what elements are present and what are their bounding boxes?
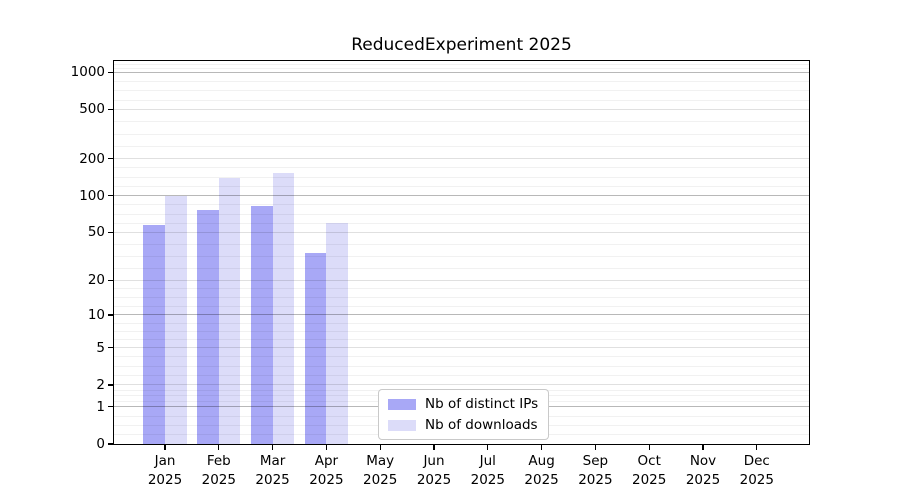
month-year: 2025 (685, 471, 721, 488)
month-name: Dec (743, 453, 770, 469)
x-tick-label-may: May 2025 (348, 452, 412, 489)
x-tick-label-aug: Aug 2025 (510, 452, 574, 489)
y-tick-label-1: 1 (96, 398, 105, 415)
bar-jan-distinct-ips (143, 224, 165, 444)
y-tick-label-20: 20 (87, 272, 105, 289)
y-axis-tickmarks (108, 61, 113, 445)
legend-item-downloads: Nb of downloads (388, 417, 538, 433)
legend-swatch-downloads (388, 419, 416, 431)
x-tickmark (164, 445, 166, 450)
x-tickmark (487, 445, 489, 450)
y-tick-label-100: 100 (79, 187, 105, 204)
month-year: 2025 (470, 471, 505, 488)
x-tick-label-dec: Dec 2025 (725, 452, 789, 489)
month-year: 2025 (255, 471, 290, 488)
x-tickmark (648, 445, 650, 450)
month-year: 2025 (309, 471, 344, 488)
bar-feb-downloads (218, 178, 241, 444)
x-tickmark (433, 445, 435, 450)
legend-item-distinct-ips: Nb of distinct IPs (388, 396, 538, 412)
y-tick-label-1000: 1000 (70, 64, 105, 81)
bar-mar-distinct-ips (250, 205, 273, 444)
y-tick-label-2: 2 (96, 376, 105, 393)
bar-apr-distinct-ips (304, 252, 327, 444)
month-name: Nov (689, 453, 717, 469)
y-tick-label-50: 50 (87, 224, 105, 241)
x-tickmark (218, 445, 220, 450)
legend-swatch-distinct-ips (388, 398, 416, 410)
month-year: 2025 (147, 471, 183, 488)
month-name: Feb (206, 453, 231, 469)
y-tickmark (108, 231, 113, 234)
x-tick-label-jan: Jan 2025 (133, 452, 197, 489)
x-tick-label-oct: Oct 2025 (617, 452, 681, 489)
bar-jan-downloads (165, 195, 187, 444)
y-tickmark (108, 443, 113, 445)
x-tick-label-apr: Apr 2025 (294, 452, 358, 489)
plot-area: Nb of distinct IPs Nb of downloads (113, 60, 810, 445)
bars-layer (114, 61, 809, 444)
month-name: Jan (154, 453, 176, 469)
y-tick-label-10: 10 (87, 306, 105, 323)
month-year: 2025 (201, 471, 236, 488)
month-year: 2025 (524, 471, 559, 488)
x-tick-label-jul: Jul 2025 (456, 452, 520, 489)
y-tickmark (108, 108, 113, 111)
y-tickmark (108, 71, 113, 73)
x-tickmark (540, 445, 543, 450)
x-axis-labels: Jan 2025 Feb 2025 Mar 2025 Apr 2025 May 2025 Jun 20… (114, 452, 809, 492)
x-tickmark (594, 445, 597, 450)
month-name: Oct (637, 453, 661, 469)
y-tickmark (108, 279, 113, 281)
y-tickmark (108, 195, 113, 197)
x-tickmark (702, 445, 704, 450)
y-tick-label-200: 200 (79, 150, 105, 167)
y-tickmark (108, 384, 113, 386)
month-name: May (366, 453, 395, 469)
x-tick-label-nov: Nov 2025 (671, 452, 735, 489)
month-name: Mar (259, 453, 286, 469)
x-axis-tickmarks (114, 445, 809, 450)
legend-label-distinct-ips: Nb of distinct IPs (425, 396, 539, 412)
chart-title: ReducedExperiment 2025 (351, 35, 572, 55)
month-year: 2025 (363, 471, 398, 488)
month-name: Aug (528, 453, 555, 469)
x-tick-label-jun: Jun 2025 (402, 452, 466, 489)
x-tick-label-mar: Mar 2025 (241, 452, 305, 489)
x-tickmark (379, 445, 381, 450)
y-tickmark (108, 157, 113, 160)
bar-feb-distinct-ips (197, 210, 219, 444)
y-tickmark (108, 314, 113, 316)
month-name: Apr (314, 453, 339, 469)
y-tick-label-0: 0 (96, 436, 105, 452)
month-year: 2025 (632, 471, 667, 488)
month-year: 2025 (416, 471, 452, 488)
y-tick-label-500: 500 (79, 101, 105, 118)
y-tickmark (108, 406, 113, 408)
month-year: 2025 (578, 471, 613, 488)
y-tickmark (108, 346, 113, 349)
legend: Nb of distinct IPs Nb of downloads (378, 389, 550, 440)
month-name: Jul (479, 453, 496, 469)
y-tick-label-5: 5 (96, 339, 105, 356)
x-tickmark (325, 445, 328, 450)
month-name: Sep (582, 453, 609, 469)
month-name: Jun (423, 453, 445, 469)
bar-apr-downloads (326, 222, 349, 444)
x-tick-label-sep: Sep 2025 (563, 452, 627, 489)
x-tick-label-feb: Feb 2025 (187, 452, 251, 489)
x-tickmark (271, 445, 274, 450)
y-axis-tick-labels: 0 1 2 5 10 20 50 100 200 500 1000 (0, 61, 105, 452)
legend-label-downloads: Nb of downloads (425, 417, 538, 433)
x-tickmark (756, 445, 758, 450)
month-year: 2025 (739, 471, 774, 488)
bar-mar-downloads (272, 172, 295, 444)
